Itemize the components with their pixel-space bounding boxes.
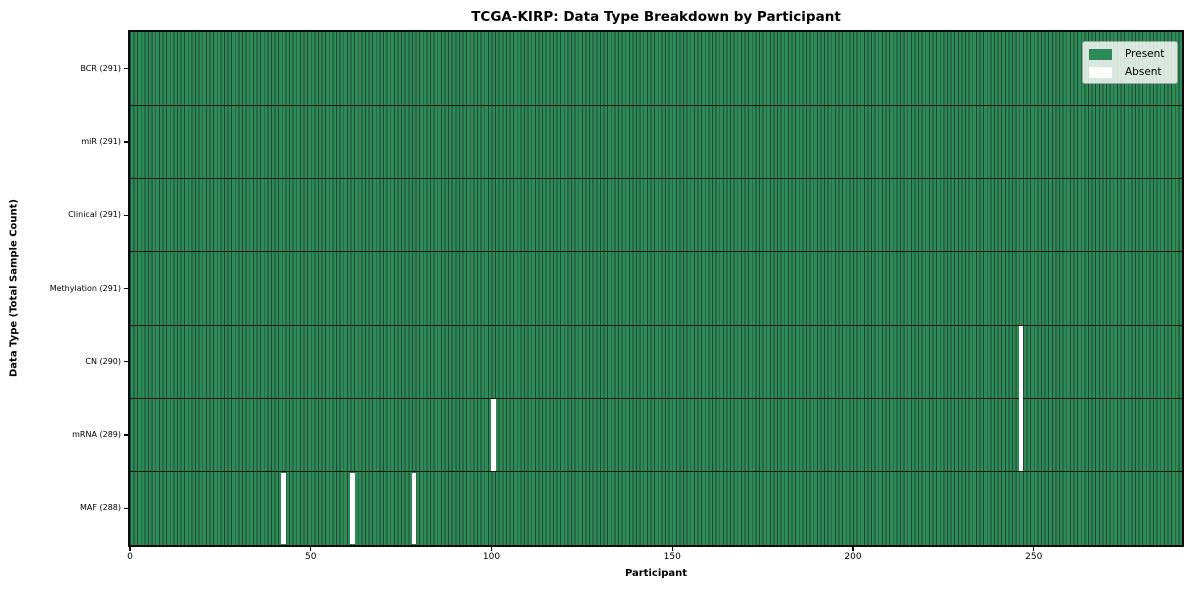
x-axis-label: Participant <box>624 568 688 579</box>
y-tick-label: miR (291) <box>81 136 121 146</box>
row-divider <box>130 104 1182 106</box>
x-tick-label: 50 <box>305 552 317 562</box>
x-tick-mark <box>1033 547 1035 551</box>
x-tick-label: 200 <box>844 552 862 562</box>
y-tick-mark <box>124 361 128 363</box>
absent-gap <box>411 472 416 545</box>
row-divider <box>130 471 1182 473</box>
y-tick-mark <box>124 214 128 216</box>
y-tick-label: CN (290) <box>85 356 121 366</box>
y-tick-mark <box>124 287 128 290</box>
row-divider <box>130 178 1182 180</box>
y-tick-label: Clinical (291) <box>68 210 121 220</box>
x-tick-label: 100 <box>482 552 501 562</box>
chart-title: TCGA-KIRP: Data Type Breakdown by Partic… <box>471 9 841 25</box>
legend-label-absent: Absent <box>1125 66 1162 78</box>
row-divider <box>130 251 1182 253</box>
x-tick-label: 0 <box>127 552 133 562</box>
legend: Present Absent <box>1082 41 1178 84</box>
row-divider <box>130 397 1182 399</box>
absent-gap <box>1018 326 1024 471</box>
y-tick-mark <box>124 434 128 436</box>
y-tick-label: BCR (291) <box>80 63 121 73</box>
x-tick-mark <box>671 547 673 551</box>
legend-item-present: Present <box>1089 47 1171 61</box>
plot-area: Present Absent <box>128 30 1184 547</box>
y-tick-mark <box>124 141 128 143</box>
absent-gap <box>350 472 355 545</box>
legend-label-present: Present <box>1125 48 1165 60</box>
x-tick-mark <box>310 547 312 551</box>
absent-gap <box>281 472 286 545</box>
x-tick-mark <box>490 547 493 551</box>
y-tick-mark <box>124 68 128 70</box>
y-tick-label: mRNA (289) <box>72 430 121 440</box>
y-axis-label: Data Type (Total Sample Count) <box>8 198 20 378</box>
x-tick-label: 150 <box>663 552 681 562</box>
y-tick-label: Methylation (291) <box>49 283 121 293</box>
legend-swatch-absent-icon <box>1089 66 1112 78</box>
x-tick-label: 250 <box>1025 552 1043 562</box>
x-tick-mark <box>852 547 854 551</box>
y-tick-label: MAF (288) <box>79 503 121 513</box>
x-tick-mark <box>129 547 131 551</box>
absent-gap <box>491 399 496 471</box>
row-divider <box>130 324 1182 326</box>
legend-swatch-present-icon <box>1089 48 1112 60</box>
y-tick-mark <box>124 507 128 509</box>
legend-item-absent: Absent <box>1089 65 1171 79</box>
